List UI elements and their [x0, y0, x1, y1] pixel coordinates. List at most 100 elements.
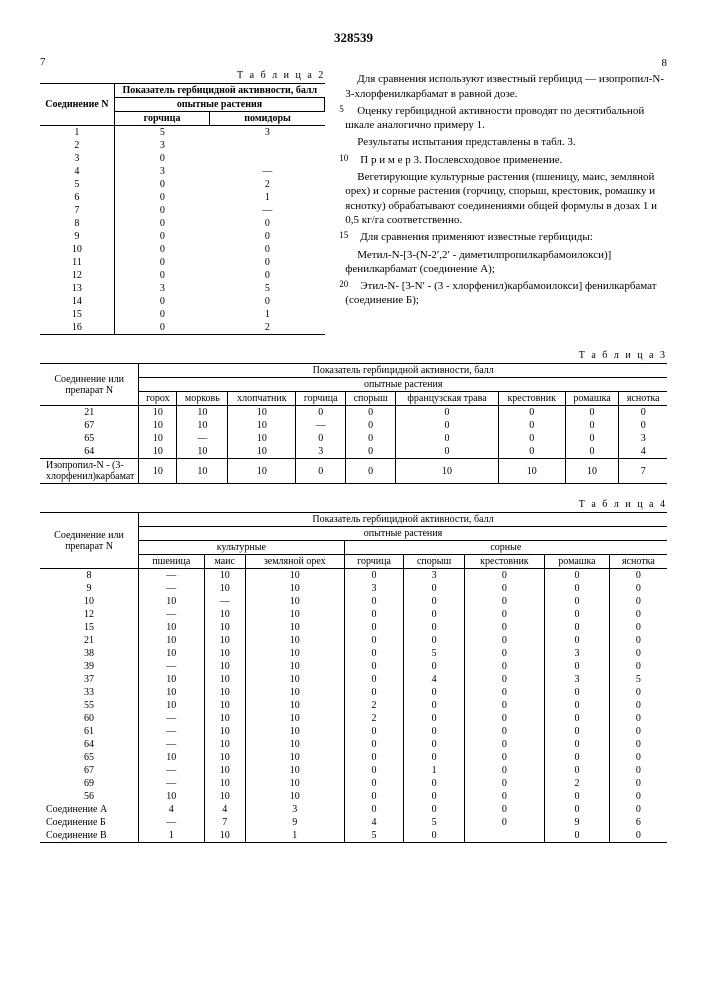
table-col: крестовник — [464, 555, 544, 569]
table-cell: 0 — [404, 660, 464, 673]
table-cell: 3 — [114, 139, 210, 152]
table-cell: 0 — [404, 829, 464, 843]
table-cell: 0 — [344, 738, 404, 751]
table-cell: 10 — [177, 419, 228, 432]
table-cell: 3 — [404, 569, 464, 583]
table-cell: 0 — [609, 660, 667, 673]
line-num-5: 5 — [327, 104, 344, 116]
table-cell: 0 — [114, 191, 210, 204]
table-cell: 10 — [139, 621, 205, 634]
para-7: Метил-N-[3-(N-2′,2′ - диметилпропилкарба… — [345, 248, 667, 277]
table-cell: Соединение Б — [40, 816, 139, 829]
table-col: горчица — [344, 555, 404, 569]
table-cell: 0 — [404, 725, 464, 738]
table-cell: 67 — [40, 764, 139, 777]
table-cell: 1 — [404, 764, 464, 777]
table-cell: 0 — [545, 751, 610, 764]
table-cell: 0 — [464, 699, 544, 712]
table-cell: 0 — [404, 608, 464, 621]
table-cell: 12 — [40, 608, 139, 621]
table-cell: 0 — [404, 790, 464, 803]
table-cell: 0 — [344, 751, 404, 764]
table-cell: 14 — [40, 295, 114, 308]
table-cell: 10 — [245, 621, 344, 634]
table-cell: 0 — [114, 321, 210, 335]
table-cell: 0 — [114, 243, 210, 256]
table-cell: 60 — [40, 712, 139, 725]
line-num-15: 15 — [327, 230, 348, 242]
table-cell: 0 — [464, 686, 544, 699]
table-cell: 0 — [609, 764, 667, 777]
table-cell: 0 — [565, 406, 619, 420]
table-col: крестовник — [498, 392, 565, 406]
table-cell: 10 — [139, 445, 177, 459]
table-cell: 10 — [245, 595, 344, 608]
table-cell: 0 — [609, 699, 667, 712]
line-num-20: 20 — [327, 279, 348, 291]
table-cell: 7 — [619, 459, 667, 484]
table-cell: 33 — [40, 686, 139, 699]
table-col: французская трава — [396, 392, 499, 406]
table-cell: 10 — [204, 647, 245, 660]
table-cell: 0 — [545, 803, 610, 816]
table-cell: 10 — [245, 751, 344, 764]
table-cell: — — [139, 764, 205, 777]
table-cell: 10 — [204, 660, 245, 673]
table-cell: 0 — [344, 764, 404, 777]
table-cell: 0 — [545, 608, 610, 621]
table-cell: 4 — [204, 803, 245, 816]
table-cell: 1 — [245, 829, 344, 843]
table-cell: 38 — [40, 647, 139, 660]
table-cell: 0 — [545, 790, 610, 803]
table-cell: 0 — [545, 764, 610, 777]
table2-label: Т а б л и ц а 2 — [40, 70, 325, 81]
table-cell: 0 — [565, 419, 619, 432]
table-cell: 4 — [139, 803, 205, 816]
t4-col-sub: опытные растения — [139, 527, 668, 541]
table-cell: 10 — [139, 790, 205, 803]
table-cell: 10 — [139, 406, 177, 420]
table-col: спорыш — [404, 555, 464, 569]
table-cell: 10 — [245, 764, 344, 777]
table-cell: — — [139, 608, 205, 621]
table-col: ромашка — [545, 555, 610, 569]
table-cell: 9 — [545, 816, 610, 829]
t4-grp2: сорные — [344, 541, 667, 555]
table-cell: 10 — [204, 634, 245, 647]
table-cell: 0 — [404, 595, 464, 608]
table-cell: 0 — [609, 725, 667, 738]
table-cell: 0 — [344, 608, 404, 621]
table-cell: 10 — [245, 790, 344, 803]
table-cell: 5 — [404, 647, 464, 660]
table-col: яснотка — [609, 555, 667, 569]
table-cell: 0 — [344, 673, 404, 686]
table-cell: 0 — [609, 777, 667, 790]
table-cell: 10 — [245, 738, 344, 751]
table-cell: 0 — [404, 803, 464, 816]
table-cell: 12 — [40, 269, 114, 282]
table-cell: 10 — [245, 686, 344, 699]
doc-number: 328539 — [40, 30, 667, 46]
table-cell: — — [204, 595, 245, 608]
table-cell: — — [177, 432, 228, 445]
table-cell: 10 — [177, 445, 228, 459]
table-col: яснотка — [619, 392, 667, 406]
table-cell: 0 — [210, 269, 325, 282]
table-cell: 10 — [228, 445, 296, 459]
table-cell: 0 — [609, 803, 667, 816]
table-cell: 4 — [404, 673, 464, 686]
top-columns: 7 Т а б л и ц а 2 Соединение N Показател… — [40, 56, 667, 335]
table-cell: 0 — [404, 699, 464, 712]
table-cell: Изопропил-N - (3-хлорфенил)карбамат — [40, 459, 139, 484]
table-cell: 0 — [464, 660, 544, 673]
table-cell: — — [139, 816, 205, 829]
table-cell: 0 — [545, 712, 610, 725]
table-cell: 0 — [114, 178, 210, 191]
t3-col-main: Соединение или препарат N — [40, 364, 139, 406]
table-cell: 0 — [609, 829, 667, 843]
table-cell: — — [139, 569, 205, 583]
table-cell: 3 — [210, 126, 325, 140]
table-cell: 0 — [404, 621, 464, 634]
table-cell: 0 — [498, 419, 565, 432]
table-cell: 10 — [204, 699, 245, 712]
